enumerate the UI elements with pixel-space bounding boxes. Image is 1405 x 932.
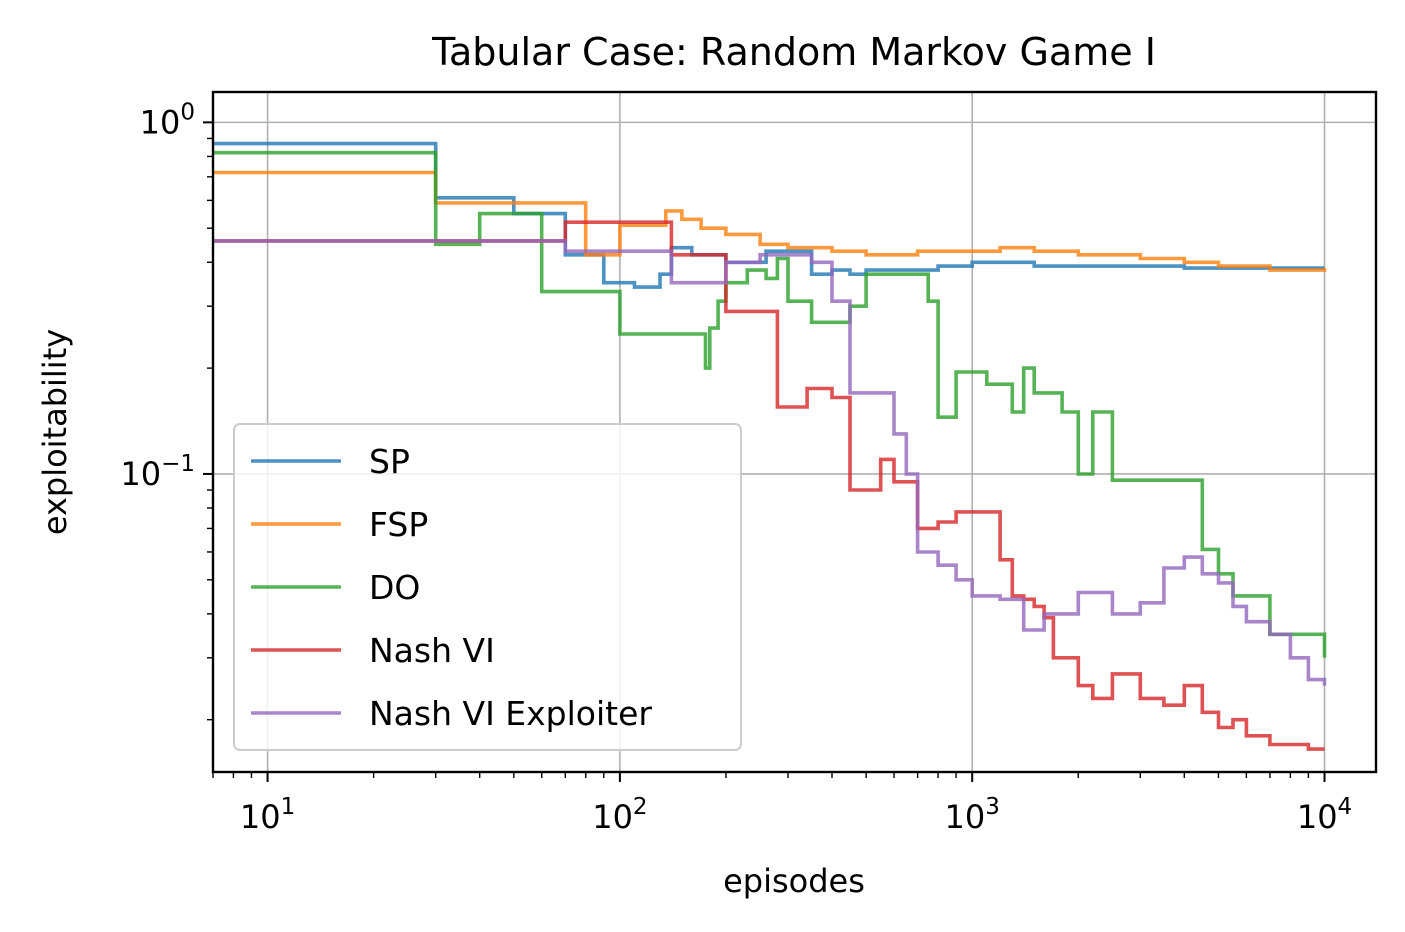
legend-label: SP (369, 442, 410, 481)
legend: SP FSP DO Nash VI Nash VI Exploiter (233, 423, 742, 751)
legend-label: Nash VI Exploiter (369, 694, 652, 733)
chart-title: Tabular Case: Random Markov Game I (431, 30, 1156, 74)
series-layer (213, 141, 1327, 751)
x-tick-label: 102 (592, 794, 647, 836)
y-tick-label: 10−1 (120, 451, 195, 493)
x-tick-label: 101 (240, 794, 295, 836)
series-line-do (213, 150, 1327, 658)
legend-label: Nash VI (369, 631, 495, 670)
series-line-fsp (213, 170, 1327, 272)
legend-box (233, 423, 742, 751)
series-line-nash-vi-exploiter (213, 239, 1327, 686)
x-tick-label: 103 (945, 794, 1000, 836)
y-axis-label: exploitability (36, 329, 74, 535)
plot-frame (211, 90, 1378, 774)
x-tick-label: 104 (1297, 794, 1352, 836)
x-axis-label: episodes (723, 862, 865, 900)
legend-label: FSP (369, 505, 428, 544)
legend-label: DO (369, 568, 420, 607)
series-line-nash-vi (213, 220, 1325, 751)
y-tick-label: 100 (140, 99, 195, 141)
tick-layer: 101 102 103 104 100 10−1 (120, 99, 1352, 836)
